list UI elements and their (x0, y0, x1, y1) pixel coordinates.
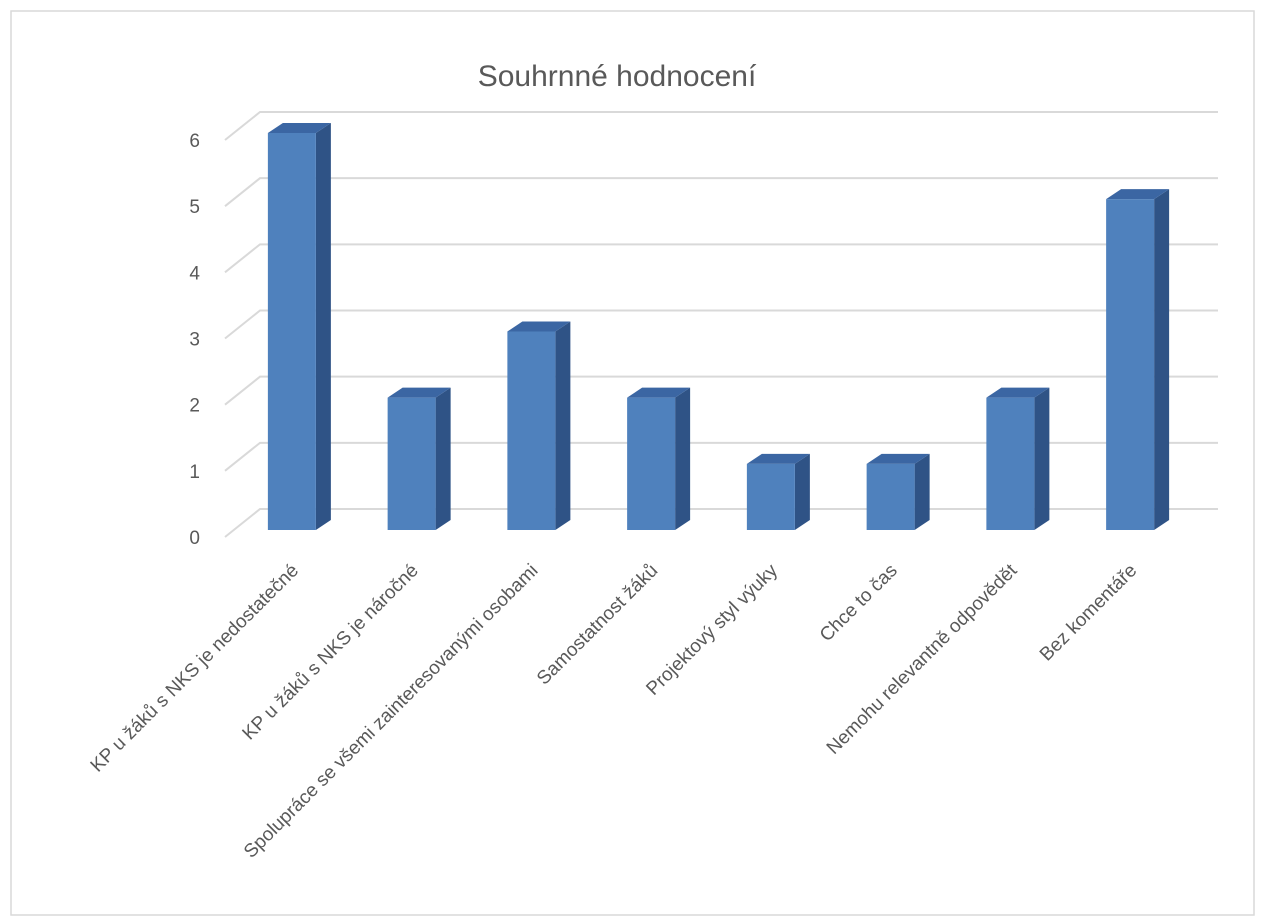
bar-top (1106, 189, 1170, 200)
y-tick-label: 0 (189, 528, 200, 549)
bar-front (746, 463, 795, 530)
bar-side (1154, 189, 1170, 530)
bar-side (675, 387, 691, 530)
bar-side (1034, 387, 1050, 530)
bar-top (267, 123, 331, 133)
bar-top (507, 321, 571, 332)
chart-title: Souhrnné hodnocení (478, 60, 757, 93)
grid-line (224, 177, 1218, 207)
bar-front (1106, 199, 1155, 530)
grid-line (224, 375, 1218, 406)
bar-side (914, 453, 930, 530)
bar (627, 387, 691, 530)
bar (387, 387, 451, 530)
bar-front (627, 397, 676, 530)
bar-top (746, 453, 810, 464)
bar-front (986, 397, 1035, 530)
grid-line (224, 111, 1218, 141)
bar-front (267, 133, 316, 530)
y-tick-label: 4 (189, 263, 200, 284)
grid-line (224, 441, 1218, 472)
bar-side (794, 453, 810, 530)
bar-top (866, 453, 930, 464)
bar-side (315, 123, 331, 530)
bar-front (387, 397, 436, 530)
bar-top (627, 387, 691, 398)
grid-line (224, 309, 1218, 340)
bar (866, 453, 930, 530)
bar-side (435, 387, 451, 530)
y-tick-label: 3 (189, 330, 200, 351)
bar-top (387, 387, 451, 398)
y-tick-label: 5 (189, 197, 200, 218)
y-tick-label: 1 (189, 462, 200, 483)
y-tick-label: 6 (189, 131, 200, 152)
bar (507, 321, 571, 530)
bar (986, 387, 1050, 530)
bar (746, 453, 810, 530)
bar-side (555, 321, 571, 530)
bar-front (507, 331, 556, 530)
grid-line (224, 243, 1218, 274)
bar-top (986, 387, 1050, 398)
y-tick-label: 2 (189, 396, 200, 417)
bar (1106, 189, 1170, 530)
bar-front (866, 463, 915, 530)
bar (267, 123, 331, 530)
